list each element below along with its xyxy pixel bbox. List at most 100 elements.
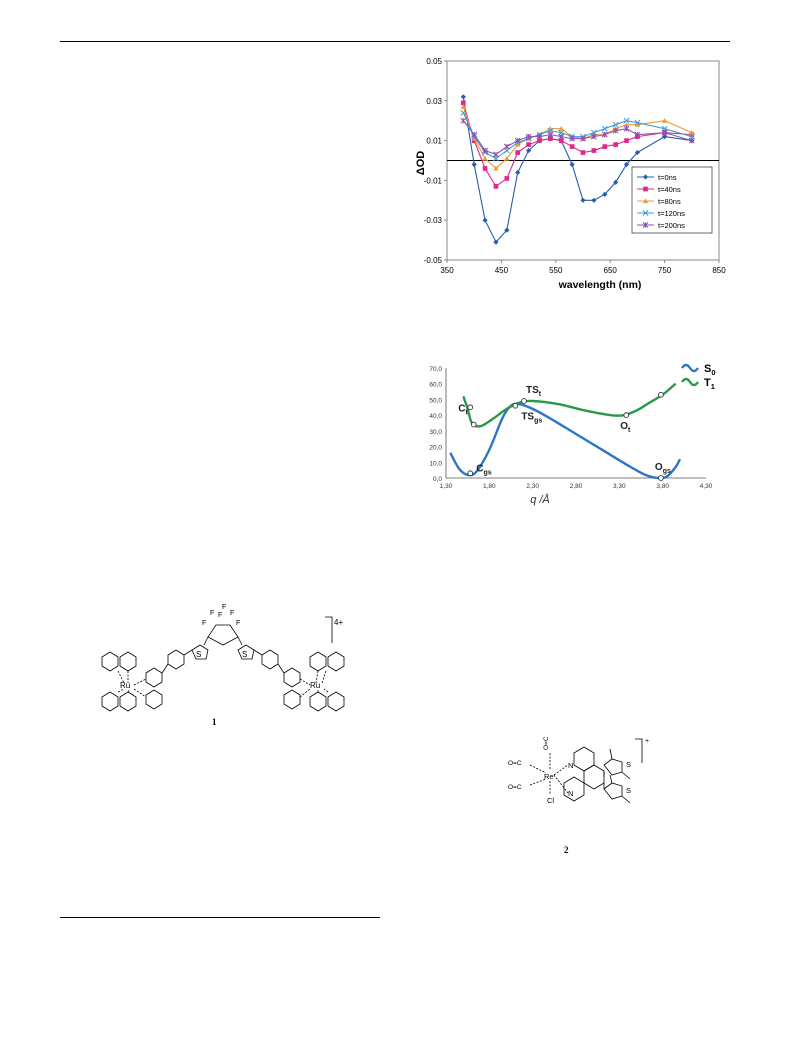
stationary-point [470,421,477,428]
data-point [482,155,488,161]
stationary-point [467,470,474,477]
data-point [612,127,619,134]
compound-2-structure: N N Re Cl S S O=C O=C O=C + 2 [508,736,649,855]
data-point [537,138,542,143]
y-tick-label: 60,0 [429,382,442,389]
rhenium-label: Re [544,772,554,781]
data-point [460,94,466,100]
data-point [580,197,586,203]
data-point [623,122,630,127]
data-point [503,143,510,150]
data-point [590,133,597,140]
data-point [624,138,629,143]
data-point [623,117,630,124]
legend-marker [642,210,649,216]
data-point [613,142,618,147]
data-point [558,138,564,143]
legend-marker [643,186,648,192]
fluorine-label: F [230,610,234,617]
point-label: TSgs [521,412,542,425]
charge-label: 4+ [334,618,343,627]
page-header-rule [60,41,730,42]
data-point [493,151,499,158]
data-point [591,148,597,153]
ru-right-label: Ru [310,681,320,690]
data-point [689,130,695,135]
legend-label: t=200ns [658,221,685,230]
data-point [460,117,467,124]
chart-legend: t=0ns t=40ns t=80ns t=120ns t=200ns [631,166,713,234]
curve-T1 [462,382,677,428]
y-tick-label: 0.05 [426,57,442,66]
y-tick-label: -0.01 [424,176,443,185]
data-point [612,121,619,128]
data-point [515,141,521,147]
x-tick-label: 650 [604,266,618,275]
point-label: Cgs [476,463,492,476]
point-label: Ogs [655,462,671,475]
data-point [601,125,608,132]
fluorine-label: F [236,620,240,627]
point-label: Ot [620,421,631,434]
curve-S0 [449,402,682,480]
charge-label: + [645,738,649,745]
data-point [460,100,466,106]
x-tick-label: 550 [549,266,563,275]
x-tick-label: 1,30 [440,483,453,490]
fluorine-label: F [218,612,222,619]
legend-marker [642,174,649,180]
stationary-point [512,402,519,409]
carbonyl-label: O=C [508,784,522,791]
data-point [613,179,619,185]
sulfur-label: S [626,760,631,769]
data-point [504,176,510,181]
carbonyl-label: O=C [543,736,550,750]
data-point [471,136,477,141]
compound-1-number: 1 [212,717,217,727]
y-tick-label: 30,0 [429,429,442,436]
x-tick-label: 750 [658,266,672,275]
sulfur-label: S [626,786,631,795]
data-point [515,150,521,155]
stationary-point [658,475,664,481]
y-tick-label: 0,0 [433,476,442,483]
data-point [591,197,597,203]
data-point [688,137,695,144]
data-point [580,150,586,155]
data-point [460,104,466,109]
nitrogen-label: N [568,789,573,798]
x-tick-label: 1,80 [483,483,496,490]
sulfur-right-label: S [242,650,247,659]
data-point [569,144,575,149]
data-point [493,184,499,189]
legend-label: S0 [704,363,716,377]
transient-absorption-chart: 0.05 0.03 0.01 -0.01 -0.03 -0.05 350 450 550 650… [415,57,726,291]
data-point [548,136,553,141]
y-tick-label: 20,0 [429,445,442,452]
x-axis-label: wavelength (nm) [558,279,642,291]
data-point [460,109,467,116]
sulfur-left-label: S [196,650,201,659]
data-point [547,131,554,138]
x-tick-label: 3,30 [613,483,626,490]
ru-left-label: Ru [120,681,130,690]
legend-label: t=0ns [658,173,677,182]
x-axis-label: q /Å [530,493,550,506]
data-point [662,118,668,123]
potential-energy-chart: 70,0 60,0 50,0 40,0 30,0 20,0 10,0 0,0 1,30 1,80… [429,363,716,506]
legend-swatch [681,377,699,387]
legend-label: t=120ns [658,209,685,218]
nitrogen-label: N [568,761,573,770]
data-point [525,133,532,140]
carbonyl-label: O=C [508,760,522,767]
legend-marker [642,222,649,228]
data-point [515,169,521,176]
x-tick-label: 2,30 [526,483,539,490]
data-point [569,135,576,142]
chloride-label: Cl [547,796,554,805]
x-tick-label: 450 [495,266,509,275]
data-point [634,119,641,126]
data-point [504,155,510,161]
stationary-point [521,398,527,404]
